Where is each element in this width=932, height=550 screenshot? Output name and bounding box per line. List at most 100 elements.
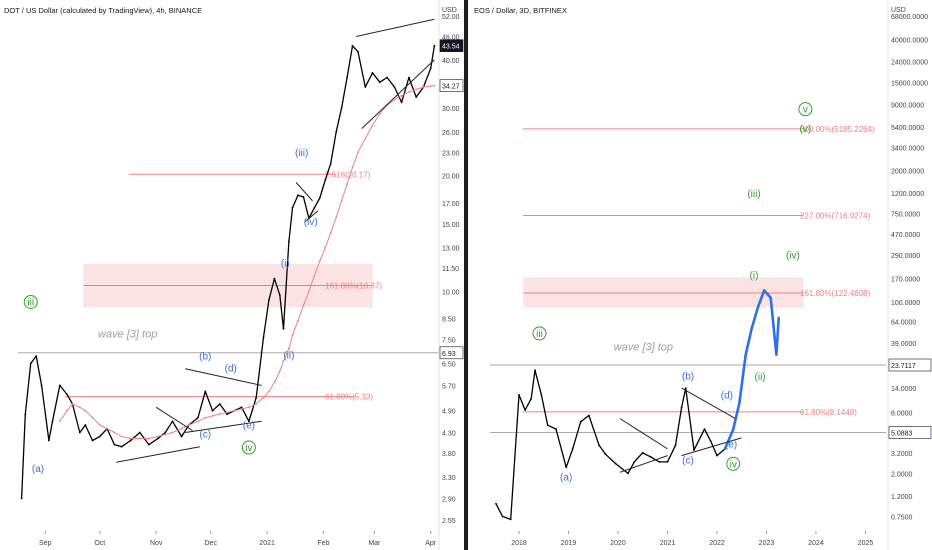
data-point <box>724 448 726 450</box>
data-point <box>255 403 258 405</box>
y-tick-label: 100.0000 <box>891 300 920 307</box>
data-point <box>346 183 348 186</box>
data-point <box>148 443 150 446</box>
x-tick-label: 2024 <box>808 540 824 547</box>
y-tick-label: 170.0000 <box>891 277 920 284</box>
price-tag: 5.0883 <box>888 426 932 439</box>
price-tag: 6.93 <box>439 346 464 360</box>
data-point <box>29 362 32 365</box>
data-point <box>197 420 199 423</box>
data-point <box>278 294 281 296</box>
data-point <box>393 86 396 88</box>
y-tick-label: 17.00 <box>442 201 460 208</box>
y-tick-label: 26.00 <box>442 130 460 137</box>
wave-label: v <box>803 105 808 116</box>
data-point <box>98 424 101 426</box>
y-tick-label: 6.50 <box>442 362 456 369</box>
data-point <box>340 200 343 202</box>
x-tick-label: Sep <box>39 540 52 547</box>
x-tick-label: 2020 <box>610 540 626 547</box>
data-point <box>408 91 410 93</box>
price-tag: 23.7117 <box>888 358 932 372</box>
data-point <box>164 433 167 436</box>
data-point <box>614 462 617 465</box>
wave-label: (iv) <box>304 217 318 228</box>
data-point <box>524 409 526 411</box>
y-tick-label: 68000.0000 <box>891 14 928 21</box>
data-point <box>226 413 229 416</box>
price-tag-box <box>439 79 464 92</box>
level-label: 300.00%(5185.2264) <box>800 125 875 134</box>
data-point <box>288 347 290 350</box>
wave-circle <box>726 456 741 471</box>
y-tick-label: 1.2000 <box>891 494 913 501</box>
data-point <box>78 406 81 409</box>
data-point <box>120 445 123 448</box>
data-point <box>757 305 760 308</box>
data-point <box>58 384 61 387</box>
trendline <box>619 455 668 473</box>
price-tag-box <box>888 358 932 372</box>
y-tick-label: 5400.0000 <box>891 125 924 132</box>
data-point <box>171 420 174 423</box>
data-point <box>415 88 418 91</box>
trendline <box>619 418 668 450</box>
trendline <box>295 182 313 202</box>
data-point <box>335 216 338 219</box>
y-tick-label: 15.00 <box>442 222 460 229</box>
y-tick-label: 2.0000 <box>891 471 913 478</box>
data-point <box>716 454 718 457</box>
y-tick-label: 15000.0000 <box>891 80 928 87</box>
data-point <box>571 448 574 450</box>
data-point <box>674 444 677 447</box>
data-point <box>501 515 504 518</box>
wave-label: (i) <box>750 271 759 282</box>
data-point <box>240 406 243 409</box>
level-label: 61.80%(5.33) <box>325 393 373 402</box>
dot-chart[interactable]: 2.618(20.17) 161.80%(10.37) 61.80%(5.33) ii… <box>0 0 464 550</box>
data-point <box>775 353 778 356</box>
price-tag-label: 23.7117 <box>891 363 916 370</box>
y-tick-label: 3.80 <box>442 451 456 458</box>
y-unit-label: USD <box>891 7 906 14</box>
data-point <box>226 411 229 414</box>
data-point <box>400 101 403 104</box>
price-tag-label: 34.27 <box>442 84 460 91</box>
y-tick-label: 3400.0000 <box>891 145 924 152</box>
data-point <box>318 260 321 262</box>
eos-chart[interactable]: 300.00%(5185.2264) 227.00%(716.9274) 161.8… <box>468 0 932 550</box>
data-point <box>204 390 207 393</box>
data-point <box>262 336 265 339</box>
data-point <box>262 396 265 399</box>
trendline <box>681 437 742 457</box>
panel-divider[interactable] <box>464 0 468 550</box>
y-tick-label: 20.00 <box>442 174 460 181</box>
data-point <box>579 420 582 423</box>
data-point <box>218 413 221 416</box>
y-tick-label: 290.0000 <box>891 253 920 260</box>
level-label: 161.80%(10.37) <box>325 281 382 290</box>
wave-label: (b) <box>199 352 211 363</box>
y-tick-label: 8.50 <box>442 317 456 324</box>
data-point <box>113 431 116 434</box>
data-point <box>546 424 549 427</box>
data-point <box>218 403 221 405</box>
data-point <box>98 435 101 438</box>
data-point <box>282 327 285 330</box>
data-point <box>335 130 338 133</box>
data-point <box>282 360 285 362</box>
data-point <box>288 240 290 243</box>
data-point <box>84 409 87 412</box>
wave-circle <box>241 440 256 455</box>
data-point <box>604 453 607 456</box>
data-point <box>393 98 396 101</box>
data-point <box>378 81 381 84</box>
data-point <box>324 179 327 181</box>
data-point <box>351 166 354 169</box>
data-point <box>302 196 305 198</box>
data-point <box>588 414 590 417</box>
wave-label: (a) <box>32 464 44 475</box>
data-point <box>40 384 43 387</box>
wave-label: (c) <box>682 456 694 467</box>
